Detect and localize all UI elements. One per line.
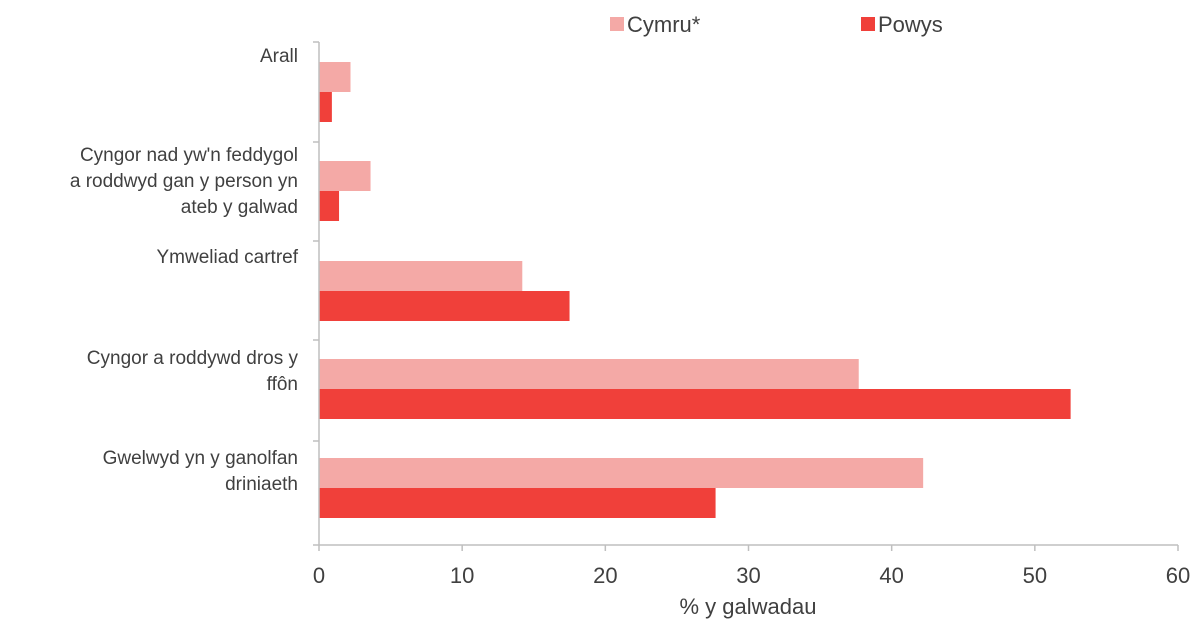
x-tick-label: 0 <box>313 563 325 588</box>
x-tick-label: 30 <box>736 563 760 588</box>
x-tick-label: 50 <box>1023 563 1047 588</box>
bar-cymru-3 <box>319 359 859 389</box>
category-labels: Arall Cyngor nad yw'n feddygol a roddwyd g… <box>70 46 299 495</box>
category-label-line: Cyngor a roddywd dros y <box>87 348 299 369</box>
x-tick-label: 20 <box>593 563 617 588</box>
axes <box>313 41 1179 551</box>
bar-powys-4 <box>319 488 716 518</box>
category-label-line: Ymweliad cartref <box>157 247 299 268</box>
category-label-line: Gwelwyd yn y ganolfan <box>103 448 298 469</box>
category-label-line: Arall <box>260 46 298 67</box>
bar-powys-0 <box>319 92 332 122</box>
category-label-line: driniaeth <box>225 474 298 495</box>
bar-cymru-2 <box>319 261 523 291</box>
x-tick-label: 40 <box>879 563 903 588</box>
category-label-line: ateb y galwad <box>181 197 298 218</box>
category-label-0: Arall <box>260 46 298 67</box>
bar-cymru-1 <box>319 161 371 191</box>
category-label-line: a roddwyd gan y person yn <box>70 171 298 192</box>
category-label-line: Cyngor nad yw'n feddygol <box>80 145 298 166</box>
bar-cymru-4 <box>319 458 924 488</box>
x-axis-title: % y galwadau <box>680 594 817 619</box>
category-label-3: Cyngor a roddywd dros y ffôn <box>87 348 299 395</box>
legend-swatch-powys <box>861 17 875 31</box>
x-tick-label: 10 <box>450 563 474 588</box>
bar-cymru-0 <box>319 62 351 92</box>
bar-powys-2 <box>319 291 570 321</box>
bar-powys-1 <box>319 191 340 221</box>
x-tick-label: 60 <box>1166 563 1190 588</box>
category-label-2: Ymweliad cartref <box>157 247 299 268</box>
bar-powys-3 <box>319 389 1071 419</box>
legend: Cymru* Powys <box>610 12 943 37</box>
bars <box>319 62 1071 518</box>
legend-label-powys: Powys <box>878 12 943 37</box>
category-label-1: Cyngor nad yw'n feddygol a roddwyd gan y … <box>70 145 298 218</box>
legend-label-cymru: Cymru* <box>627 12 701 37</box>
category-label-4: Gwelwyd yn y ganolfan driniaeth <box>103 448 298 495</box>
x-tick-labels: 0 10 20 30 40 50 60 <box>313 563 1190 588</box>
category-label-line: ffôn <box>267 374 298 395</box>
legend-swatch-cymru <box>610 17 624 31</box>
